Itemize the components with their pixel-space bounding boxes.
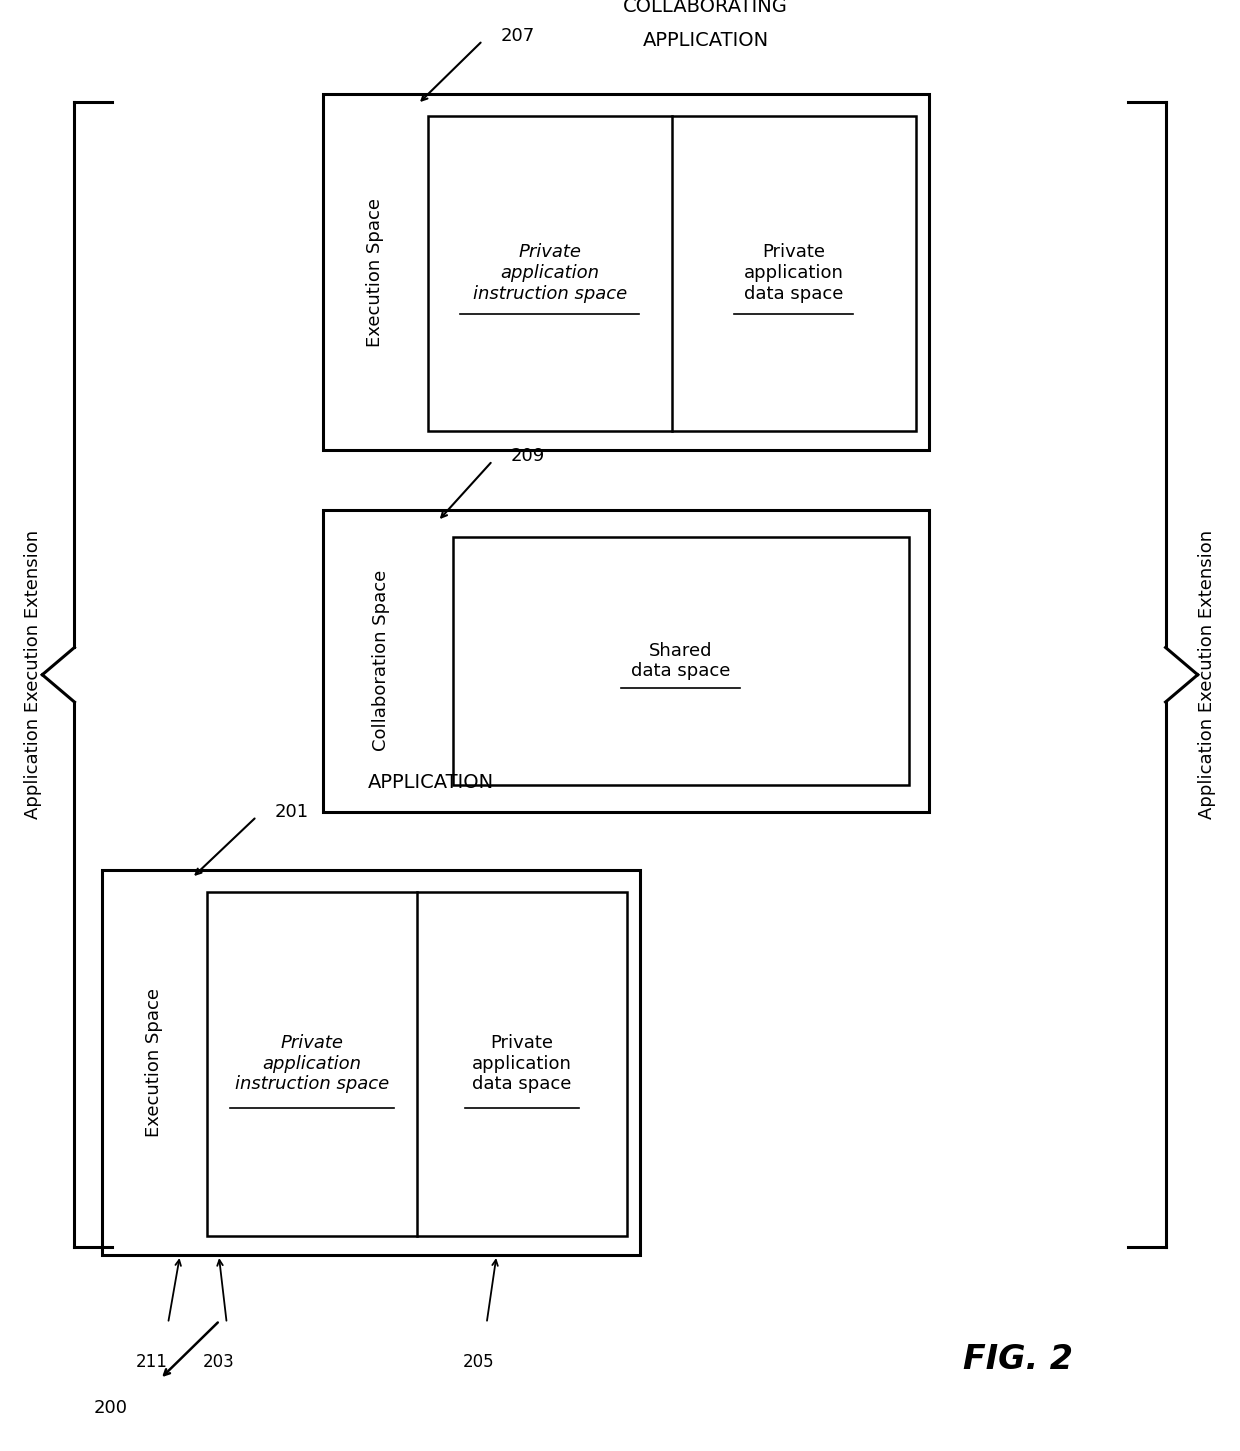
Text: Collaboration Space: Collaboration Space xyxy=(372,570,391,752)
Text: Application Execution Extension: Application Execution Extension xyxy=(1198,530,1216,820)
Bar xyxy=(428,116,915,431)
Text: Private
application
instruction space: Private application instruction space xyxy=(472,244,627,303)
Text: 205: 205 xyxy=(463,1352,495,1371)
Text: 207: 207 xyxy=(501,26,534,45)
Text: COLLABORATING: COLLABORATING xyxy=(624,0,789,16)
Bar xyxy=(207,891,627,1236)
Text: Private
application
data space: Private application data space xyxy=(744,244,843,303)
Text: 200: 200 xyxy=(93,1399,128,1418)
Text: 203: 203 xyxy=(203,1352,234,1371)
Text: Private
application
data space: Private application data space xyxy=(472,1035,572,1094)
Bar xyxy=(453,537,909,785)
Text: Shared
data space: Shared data space xyxy=(631,641,730,681)
Bar xyxy=(324,509,929,811)
Text: 201: 201 xyxy=(274,802,309,821)
Text: FIG. 2: FIG. 2 xyxy=(963,1344,1073,1376)
Text: Application Execution Extension: Application Execution Extension xyxy=(24,530,42,820)
Text: Execution Space: Execution Space xyxy=(366,197,384,347)
Text: 211: 211 xyxy=(136,1352,169,1371)
Text: 209: 209 xyxy=(511,447,544,464)
Text: APPLICATION: APPLICATION xyxy=(642,30,769,51)
Bar xyxy=(103,871,640,1255)
Bar xyxy=(324,94,929,450)
Text: Execution Space: Execution Space xyxy=(145,988,164,1138)
Text: APPLICATION: APPLICATION xyxy=(368,773,494,792)
Text: Private
application
instruction space: Private application instruction space xyxy=(234,1035,389,1094)
